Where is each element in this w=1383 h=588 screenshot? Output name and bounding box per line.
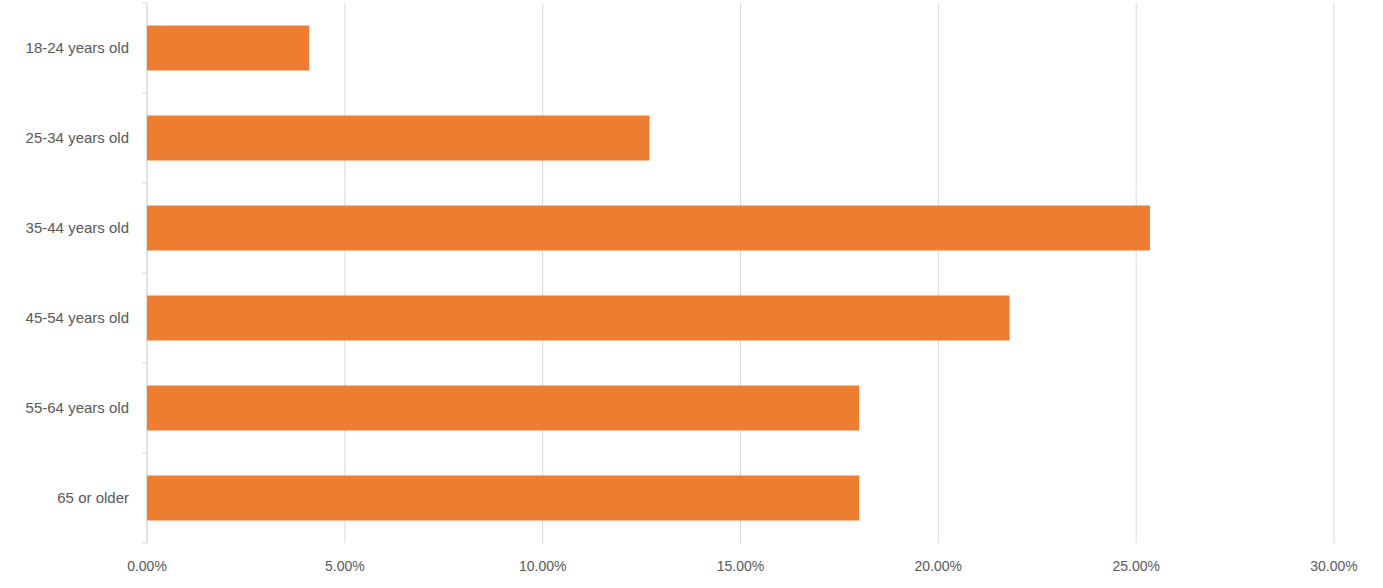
bar [147,476,859,521]
tick-label: 0.00% [127,558,167,574]
grid-line [344,3,345,543]
category-tick [142,183,147,184]
grid-line [938,3,939,543]
grid-line [542,3,543,543]
category-tick [142,453,147,454]
tick-label: 30.00% [1310,558,1357,574]
bars [147,26,1150,521]
tick-label: 10.00% [519,558,566,574]
bar [147,116,649,161]
category-label: 18-24 years old [26,39,129,56]
bar [147,296,1010,341]
category-label: 35-44 years old [26,219,129,236]
bar [147,386,859,431]
category-tick [142,273,147,274]
category-label: 45-54 years old [26,309,129,326]
category-tick [142,93,147,94]
category-tick [142,363,147,364]
tick-label: 25.00% [1112,558,1159,574]
tick-label: 20.00% [915,558,962,574]
tick-label: 15.00% [717,558,764,574]
category-label: 55-64 years old [26,399,129,416]
tick-label: 5.00% [325,558,365,574]
chart: 0.00% 5.00% 10.00% 15.00% 20.00% 25.00% 30.00%… [0,0,1383,588]
grid-line [1136,3,1137,543]
category-tick [142,3,147,4]
category-label: 65 or older [57,489,129,506]
bar [147,206,1150,251]
grid-line [740,3,741,543]
category-label: 25-34 years old [26,129,129,146]
bar [147,26,309,71]
grid-line [1334,3,1335,543]
category-tick [142,543,147,544]
